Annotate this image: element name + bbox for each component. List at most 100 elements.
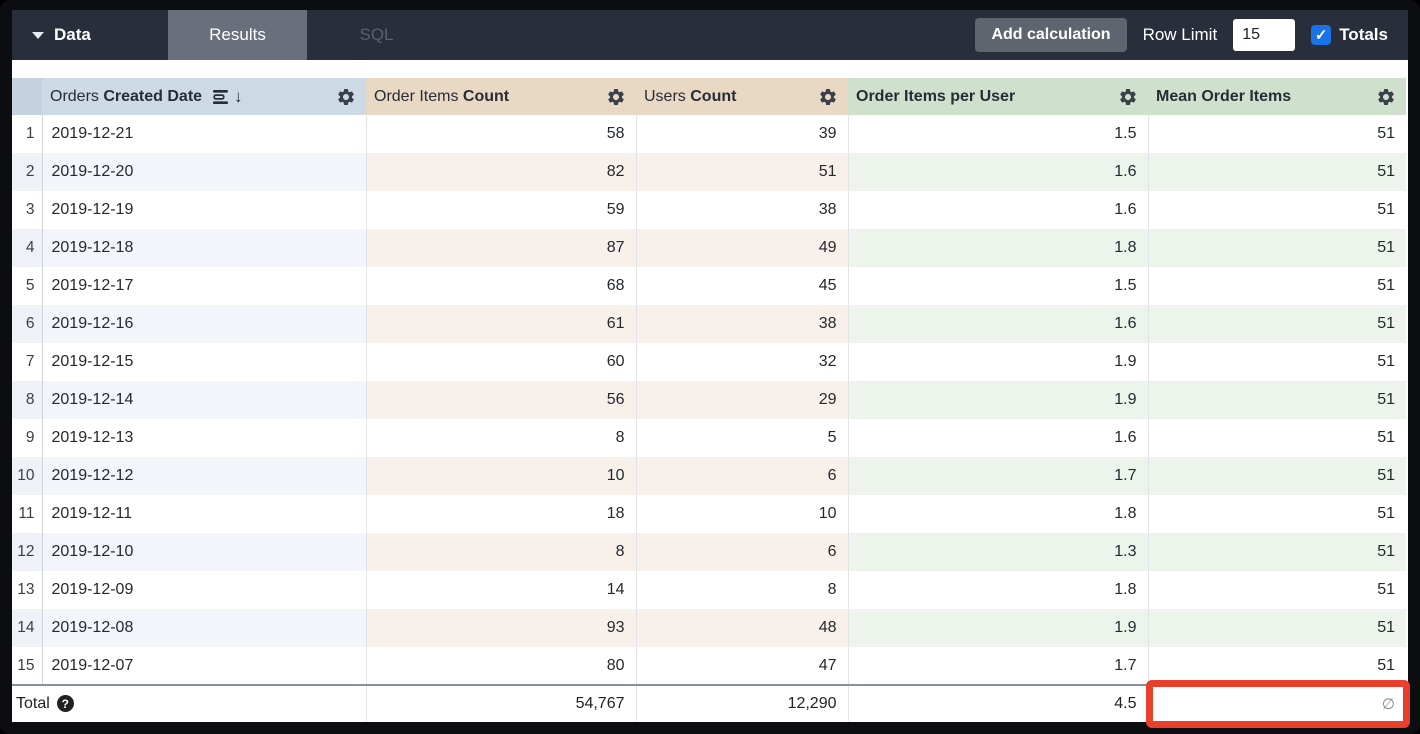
cell-order-items-per-user[interactable]: 1.7 [848,647,1149,685]
cell-users-count[interactable]: 39 [636,115,849,153]
cell-order-items-count[interactable]: 61 [366,305,637,343]
cell-order-items-count[interactable]: 8 [366,419,637,457]
table-row[interactable]: 11 2019-12-11 18 10 1.8 51 [12,495,1406,533]
cell-order-items-count[interactable]: 58 [366,115,637,153]
cell-order-items-per-user[interactable]: 1.6 [848,305,1149,343]
cell-users-count[interactable]: 10 [636,495,849,533]
cell-order-items-per-user[interactable]: 1.6 [848,419,1149,457]
cell-order-items-per-user[interactable]: 1.8 [848,495,1149,533]
cell-order-items-count[interactable]: 59 [366,191,637,229]
cell-orders-created-date[interactable]: 2019-12-10 [42,533,367,571]
cell-mean-order-items[interactable]: 51 [1148,229,1406,267]
cell-users-count[interactable]: 45 [636,267,849,305]
cell-mean-order-items[interactable]: 51 [1377,581,1395,598]
data-section-toggle[interactable]: Data [12,10,168,60]
cell-mean-order-items[interactable]: 51 [1377,201,1395,218]
table-row[interactable]: 8 2019-12-14 56 29 1.9 51 [12,381,1406,419]
table-row[interactable]: 6 2019-12-16 61 38 1.6 51 [12,305,1406,343]
cell-users-count[interactable]: 48 [636,609,849,647]
cell-orders-created-date[interactable]: 2019-12-16 [42,305,367,343]
cell-orders-created-date[interactable]: 2019-12-17 [42,267,367,305]
cell-mean-order-items[interactable]: 51 [1377,429,1395,446]
cell-orders-created-date[interactable]: 2019-12-12 [42,457,367,495]
cell-order-items-per-user[interactable]: 1.8 [848,571,1149,609]
cell-order-items-count[interactable]: 18 [366,495,637,533]
cell-order-items-count[interactable]: 14 [366,571,637,609]
table-row[interactable]: 2 2019-12-20 82 51 1.6 51 [12,153,1406,191]
cell-mean-order-items[interactable]: 51 [1377,353,1395,370]
column-header-users-count[interactable]: Users Count [636,78,848,115]
cell-orders-created-date[interactable]: 2019-12-19 [42,191,367,229]
cell-mean-order-items[interactable]: 51 [1148,381,1406,419]
gear-icon[interactable] [606,87,626,107]
cell-orders-created-date[interactable]: 2019-12-20 [42,153,367,191]
cell-users-count[interactable]: 8 [636,571,849,609]
cell-users-count[interactable]: 29 [636,381,849,419]
cell-order-items-per-user[interactable]: 1.6 [848,191,1149,229]
cell-mean-order-items[interactable]: 51 [1377,277,1395,294]
cell-users-count[interactable]: 51 [636,153,849,191]
column-header-order-items-per-user[interactable]: Order Items per User [848,78,1148,115]
gear-icon[interactable] [1118,87,1138,107]
cell-order-items-per-user[interactable]: 1.8 [848,229,1149,267]
cell-order-items-count[interactable]: 87 [366,229,637,267]
cell-order-items-per-user[interactable]: 1.9 [848,381,1149,419]
table-row[interactable]: 9 2019-12-13 8 5 1.6 51 [12,419,1406,457]
cell-mean-order-items[interactable]: 51 [1148,457,1406,495]
table-row[interactable]: 5 2019-12-17 68 45 1.5 51 [12,267,1406,305]
cell-order-items-per-user[interactable]: 1.7 [848,457,1149,495]
gear-icon[interactable] [1376,87,1396,107]
cell-mean-order-items[interactable]: 51 [1377,656,1395,674]
cell-users-count[interactable]: 6 [636,533,849,571]
table-row[interactable]: 12 2019-12-10 8 6 1.3 51 [12,533,1406,571]
table-row[interactable]: 13 2019-12-09 14 8 1.8 51 [12,571,1406,609]
column-header-mean-order-items[interactable]: Mean Order Items [1148,78,1406,115]
cell-users-count[interactable]: 6 [636,457,849,495]
cell-users-count[interactable]: 38 [636,191,849,229]
cell-users-count[interactable]: 38 [636,305,849,343]
table-row[interactable]: 10 2019-12-12 10 6 1.7 51 [12,457,1406,495]
cell-mean-order-items[interactable]: 51 [1148,153,1406,191]
gear-icon[interactable] [336,87,356,107]
cell-order-items-per-user[interactable]: 1.9 [848,343,1149,381]
cell-orders-created-date[interactable]: 2019-12-08 [42,609,367,647]
table-row[interactable]: 1 2019-12-21 58 39 1.5 51 [12,115,1406,153]
cell-order-items-count[interactable]: 82 [366,153,637,191]
cell-mean-order-items[interactable]: 51 [1148,305,1406,343]
gear-icon[interactable] [818,87,838,107]
cell-order-items-count[interactable]: 93 [366,609,637,647]
totals-checkbox[interactable]: ✓ [1311,25,1332,45]
table-row[interactable]: 14 2019-12-08 93 48 1.9 51 [12,609,1406,647]
cell-order-items-per-user[interactable]: 1.9 [848,609,1149,647]
cell-orders-created-date[interactable]: 2019-12-14 [42,381,367,419]
cell-order-items-per-user[interactable]: 1.6 [848,153,1149,191]
cell-order-items-per-user[interactable]: 1.5 [848,267,1149,305]
cell-orders-created-date[interactable]: 2019-12-11 [42,495,367,533]
cell-order-items-count[interactable]: 68 [366,267,637,305]
cell-mean-order-items[interactable]: 51 [1148,609,1406,647]
cell-orders-created-date[interactable]: 2019-12-13 [42,419,367,457]
tab-results[interactable]: Results [168,10,307,60]
table-row[interactable]: 7 2019-12-15 60 32 1.9 51 [12,343,1406,381]
cell-orders-created-date[interactable]: 2019-12-15 [42,343,367,381]
cell-mean-order-items[interactable]: 51 [1377,125,1395,142]
cell-order-items-count[interactable]: 8 [366,533,637,571]
cell-orders-created-date[interactable]: 2019-12-18 [42,229,367,267]
sort-desc-icon[interactable]: ↓ [234,87,243,106]
group-rows-icon[interactable] [212,88,229,106]
cell-orders-created-date[interactable]: 2019-12-09 [42,571,367,609]
column-header-order-items-count[interactable]: Order Items Count [366,78,636,115]
cell-orders-created-date[interactable]: 2019-12-21 [42,115,367,153]
cell-users-count[interactable]: 32 [636,343,849,381]
tab-sql[interactable]: SQL [359,25,394,44]
table-row[interactable]: 3 2019-12-19 59 38 1.6 51 [12,191,1406,229]
table-row[interactable]: 15 2019-12-07 80 47 1.7 51 [12,647,1406,685]
column-header-orders-created-date[interactable]: Orders Created Date ↓ [42,78,366,115]
row-limit-input[interactable] [1233,19,1296,51]
cell-order-items-count[interactable]: 60 [366,343,637,381]
cell-mean-order-items[interactable]: 51 [1148,533,1406,571]
cell-users-count[interactable]: 47 [636,647,849,685]
cell-order-items-per-user[interactable]: 1.5 [848,115,1149,153]
cell-order-items-per-user[interactable]: 1.3 [848,533,1149,571]
cell-users-count[interactable]: 49 [636,229,849,267]
